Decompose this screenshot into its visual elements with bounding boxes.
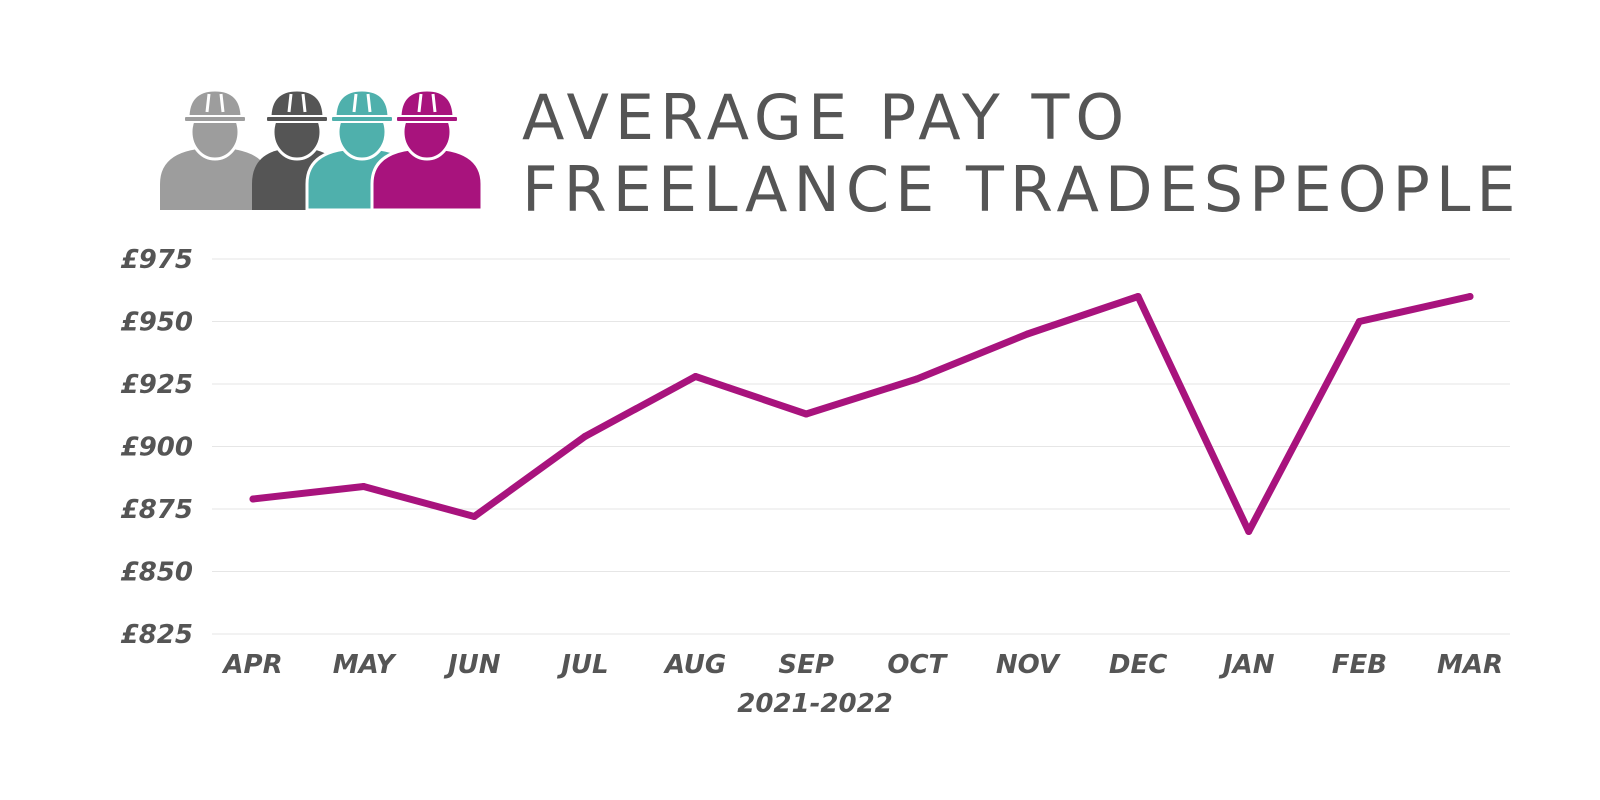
data-point — [360, 483, 368, 490]
x-tick-label: SEP — [778, 650, 834, 680]
data-point — [1245, 528, 1253, 535]
data-point — [802, 410, 810, 418]
chart-title: AVERAGE PAY TO FREELANCE TRADESPEOPLE — [522, 82, 1522, 226]
data-point — [1134, 293, 1142, 300]
data-point — [581, 433, 589, 440]
y-tick-label: £950 — [121, 308, 193, 338]
data-point — [692, 373, 700, 380]
x-tick-label: MAY — [333, 650, 398, 680]
data-point — [249, 495, 257, 503]
y-tick-label: £875 — [121, 495, 193, 525]
data-point — [1355, 318, 1363, 325]
x-tick-label: JUN — [443, 650, 501, 680]
y-axis-ticks: £975 £950 £925 £900 £875 £850 £825 — [121, 245, 193, 650]
worker-icon — [160, 88, 270, 210]
y-tick-label: £850 — [121, 558, 193, 588]
x-tick-label: OCT — [887, 650, 948, 680]
x-tick-label: DEC — [1109, 650, 1167, 680]
x-axis-title: 2021-2022 — [737, 689, 893, 719]
series-layer — [249, 293, 1474, 535]
data-point — [1023, 330, 1031, 338]
x-tick-label: AUG — [663, 650, 726, 680]
x-tick-label: JAN — [1218, 650, 1275, 680]
data-point — [1466, 293, 1474, 300]
x-tick-label: MAR — [1437, 650, 1503, 680]
worker-group-icon — [160, 88, 484, 210]
y-tick-label: £825 — [121, 620, 193, 650]
y-tick-label: £900 — [121, 433, 193, 463]
x-tick-label: JUL — [556, 650, 608, 680]
data-point — [913, 375, 921, 383]
chart-title-line-2: FREELANCE TRADESPEOPLE — [522, 153, 1522, 226]
series-line — [249, 293, 1474, 535]
chart-header: AVERAGE PAY TO FREELANCE TRADESPEOPLE — [0, 0, 1600, 230]
y-tick-label: £975 — [121, 245, 193, 275]
y-tick-label: £925 — [121, 370, 193, 400]
x-tick-label: FEB — [1332, 650, 1387, 680]
worker-icon — [370, 88, 484, 210]
data-point — [470, 513, 478, 520]
chart-title-line-1: AVERAGE PAY TO — [522, 81, 1131, 154]
x-axis-ticks: APR MAY JUN JUL AUG SEP OCT NOV DEC JAN FEB MAR — [221, 650, 1503, 680]
x-tick-label: NOV — [996, 650, 1061, 680]
x-tick-label: APR — [221, 650, 282, 680]
gridlines — [212, 258, 1510, 635]
